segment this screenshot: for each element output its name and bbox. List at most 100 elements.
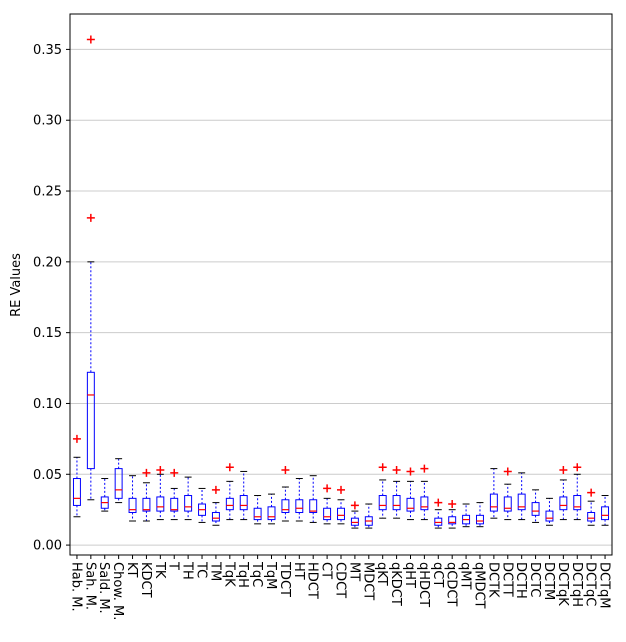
box	[448, 516, 457, 525]
box	[350, 517, 359, 526]
y-tick-label: 0.05	[33, 468, 62, 483]
x-tick-label: DCTqM	[597, 562, 612, 609]
x-tick-label: qHDCT	[416, 562, 431, 607]
outlier	[323, 484, 332, 493]
x-tick-label: HDCT	[305, 562, 320, 599]
outlier	[170, 468, 179, 477]
box	[476, 514, 484, 525]
x-tick-label: qKDCT	[388, 562, 403, 606]
box	[559, 496, 568, 511]
x-tick-label: Chow. M.	[110, 562, 125, 620]
box	[531, 502, 540, 516]
x-tick-label: qCT	[430, 562, 445, 587]
box	[392, 495, 401, 511]
x-tick-label: KT	[124, 562, 139, 578]
x-tick-label: Sah. M.	[82, 562, 97, 610]
outlier	[420, 464, 429, 473]
box	[517, 493, 526, 511]
outlier	[573, 463, 582, 472]
x-tick-label: TH	[180, 561, 195, 580]
box	[142, 497, 151, 512]
outlier	[142, 468, 151, 477]
plot-frame	[69, 13, 613, 556]
outlier	[337, 485, 345, 494]
outlier	[587, 488, 596, 497]
y-tick-label: 0.25	[33, 185, 62, 200]
x-tick-label: MDCT	[360, 562, 375, 600]
x-tick-label: TM	[207, 561, 222, 581]
outlier	[378, 463, 387, 472]
x-tick-label: qMT	[458, 562, 473, 589]
box	[211, 512, 220, 522]
x-tick-label: DCTH	[513, 562, 528, 599]
y-axis-label: RE Values	[9, 253, 24, 317]
x-tick-label: KDCT	[138, 562, 153, 598]
y-tick-label: 0.30	[33, 114, 62, 129]
outlier	[211, 485, 220, 494]
outlier	[156, 466, 165, 475]
box	[503, 496, 512, 512]
box	[170, 497, 179, 512]
x-tick-label: TDCT	[277, 561, 292, 597]
x-tick-label: DCTK	[485, 562, 500, 598]
box	[239, 495, 248, 511]
box	[253, 507, 262, 521]
x-tick-label: Hab. M.	[68, 562, 83, 612]
outlier	[406, 467, 415, 476]
box	[295, 499, 304, 514]
outlier	[86, 35, 95, 44]
box	[114, 468, 123, 499]
x-tick-label: HT	[291, 562, 306, 580]
x-tick-label: TqK	[221, 561, 236, 587]
outlier	[448, 500, 457, 509]
x-tick-label: DCTqK	[555, 562, 570, 606]
y-tick-label: 0.20	[33, 255, 62, 270]
box	[281, 499, 290, 514]
x-tick-label: MT	[346, 562, 361, 581]
box	[323, 507, 332, 521]
x-tick-label: qCDCT	[444, 562, 459, 606]
x-tick-label: TqH	[235, 561, 250, 588]
box	[156, 496, 165, 512]
y-tick-label: 0.15	[33, 326, 62, 341]
outlier	[503, 467, 512, 476]
box	[378, 495, 387, 511]
x-tick-label: qMDCT	[471, 562, 486, 609]
box	[601, 506, 610, 521]
box	[420, 496, 429, 511]
outlier	[392, 466, 401, 475]
box	[86, 371, 95, 470]
y-tick-label: 0.00	[33, 539, 62, 554]
x-tick-label: DCTM	[541, 562, 556, 600]
box	[573, 495, 582, 511]
x-tick-label: TC	[194, 561, 209, 578]
x-tick-label: TqC	[249, 561, 264, 587]
x-tick-label: TqM	[263, 561, 278, 589]
box	[587, 512, 596, 522]
x-tick-label: qHT	[402, 562, 417, 588]
outlier	[281, 466, 290, 475]
box	[545, 510, 554, 522]
x-tick-label: TK	[152, 561, 167, 579]
x-tick-label: DCTT	[499, 562, 514, 597]
outlier	[72, 434, 81, 443]
x-tick-label: CT	[319, 562, 334, 579]
x-tick-label: DCTqH	[569, 562, 584, 607]
box	[225, 497, 234, 511]
box	[309, 499, 318, 514]
x-tick-label: DCTqC	[583, 562, 598, 606]
outlier	[559, 466, 568, 475]
outlier	[350, 501, 359, 510]
box	[434, 517, 443, 526]
x-tick-label: DCTC	[527, 562, 542, 597]
y-tick-label: 0.10	[33, 397, 62, 412]
outlier	[225, 463, 234, 472]
box	[337, 507, 345, 521]
outlier	[86, 213, 95, 222]
box	[406, 497, 415, 512]
box	[128, 497, 137, 514]
x-tick-label: Sald. M.	[96, 562, 111, 614]
outlier	[434, 498, 443, 507]
x-tick-label: qKT	[374, 562, 389, 586]
